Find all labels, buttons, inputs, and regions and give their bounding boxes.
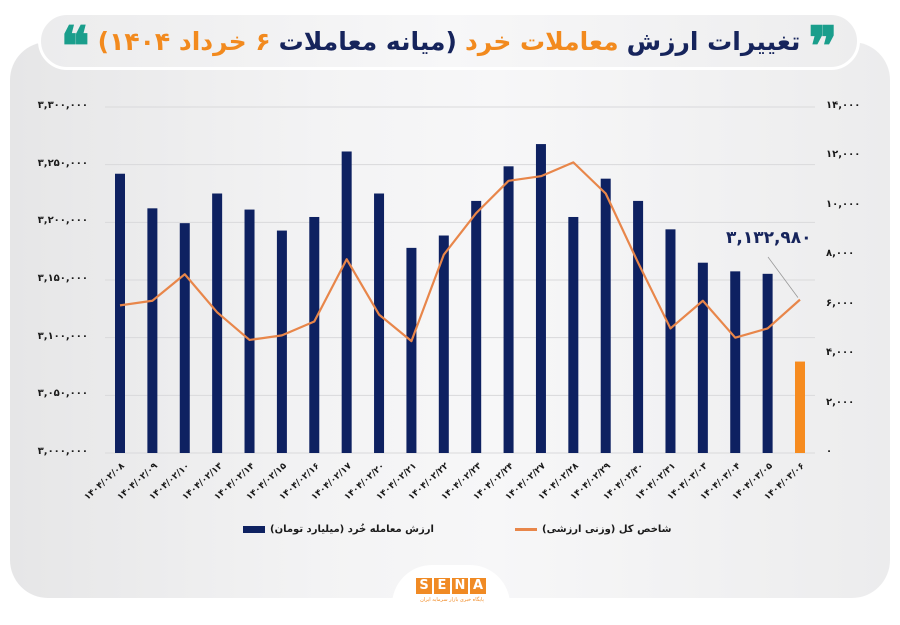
bar [471,200,482,453]
annotation-leader [767,256,799,298]
logo-notch [392,565,510,625]
bar [115,173,125,453]
bar [374,193,385,453]
legend-line-swatch-icon [515,528,537,531]
legend-bar-swatch-icon [243,526,265,533]
left-axis-tick: ۳,۳۰۰,۰۰۰ [37,100,88,111]
last-value-annotation: ۳,۱۳۲,۹۸۰ [726,228,812,248]
logo-letter: S [416,578,432,594]
legend-line: شاخص کل (وزنی ارزشی) [515,524,672,535]
bar [179,223,190,453]
index-line [119,161,801,343]
right-axis-tick: ۰ [826,446,833,457]
logo-subtitle: پایگاه خبری بازار سرمایه ایران [420,597,484,603]
left-axis-tick: ۳,۱۵۰,۰۰۰ [37,273,88,284]
bar [600,178,611,453]
bar [795,361,805,453]
title-part-3: (میانه معاملات [278,26,457,56]
bar [503,166,514,454]
left-axis-tick: ۳,۰۰۰,۰۰۰ [37,446,88,457]
title-part-1: تغییرات ارزش [626,26,801,56]
bar [406,247,417,453]
bar [665,229,676,453]
bar [438,235,449,453]
title-part-2: معاملات خرد [464,26,619,56]
logo-letter: N [452,578,468,594]
left-axis-tick: ۳,۰۵۰,۰۰۰ [37,388,88,400]
right-axis-tick: ۸,۰۰۰ [826,248,855,260]
right-axis-tick: ۱۲,۰۰۰ [826,149,861,161]
right-axis-tick: ۶,۰۰۰ [826,297,855,309]
left-axis-tick: ۳,۲۰۰,۰۰۰ [37,215,88,227]
bar [276,230,287,453]
bar [147,208,158,453]
bar [697,262,708,453]
left-axis-tick: ۳,۱۰۰,۰۰۰ [37,330,88,342]
right-axis-tick: ۲,۰۰۰ [826,396,855,408]
bar [309,216,320,453]
logo-letter: E [434,578,450,594]
bar [568,216,579,453]
bar [341,151,352,453]
title-part-4: ۶ خرداد ۱۴۰۴) [97,26,271,56]
legend-bar: ارزش معامله خُرد (میلیارد تومان) [243,524,434,535]
logo-letter: A [470,578,486,594]
legend-line-label: شاخص کل (وزنی ارزشی) [542,524,672,535]
bar [212,193,223,453]
bar [535,144,546,454]
title-banner: ❞ تغییرات ارزش معاملات خرد (میانه معاملا… [38,12,860,73]
legend-bar-label: ارزش معامله خُرد (میلیارد تومان) [270,524,434,535]
left-axis-tick: ۳,۲۵۰,۰۰۰ [37,157,88,169]
bar [244,209,255,453]
right-axis-tick: ۱۰,۰۰۰ [826,198,861,210]
bar [762,273,773,453]
right-axis-tick: ۱۴,۰۰۰ [826,100,861,111]
bar [633,200,644,453]
right-axis-tick: ۴,۰۰۰ [826,347,855,359]
sena-logo: S E N A [416,578,486,594]
bar [730,271,741,453]
